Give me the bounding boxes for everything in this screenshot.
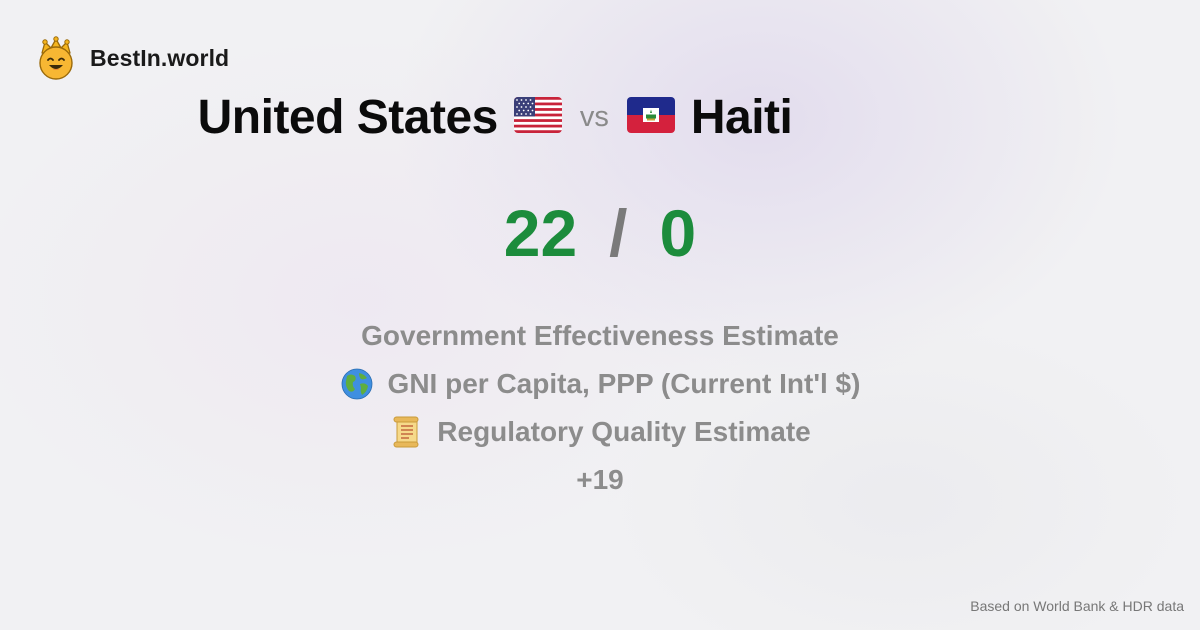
score-b: 0 xyxy=(659,196,697,270)
score-separator: / xyxy=(609,196,628,270)
metrics-list: Government Effectiveness Estimate GNI pe… xyxy=(0,312,1200,504)
scroll-icon xyxy=(389,415,423,449)
country-a-name[interactable]: United States xyxy=(197,90,499,144)
brand[interactable]: BestIn.world xyxy=(38,36,229,80)
metric-label: Government Effectiveness Estimate xyxy=(361,320,839,351)
country-b-name[interactable]: Haiti xyxy=(690,90,793,144)
footer-source-note: Based on World Bank & HDR data xyxy=(970,598,1184,614)
more-metrics-label: +19 xyxy=(576,464,624,495)
score: 22 / 0 xyxy=(0,196,1200,270)
vs-label: vs xyxy=(579,100,609,133)
more-metrics-count: +19 xyxy=(0,456,1200,504)
metric-item: Regulatory Quality Estimate xyxy=(0,408,1200,456)
metric-item: Government Effectiveness Estimate xyxy=(0,312,1200,360)
haiti-flag-icon xyxy=(626,96,675,138)
globe-icon xyxy=(340,367,374,401)
crowned-smiley-icon xyxy=(38,36,74,80)
metric-label: Regulatory Quality Estimate xyxy=(437,416,811,447)
brand-name: BestIn.world xyxy=(90,44,230,71)
score-a: 22 xyxy=(503,196,578,270)
matchup-heading: United States xyxy=(0,84,990,150)
metric-item: GNI per Capita, PPP (Current Int'l $) xyxy=(0,360,1200,408)
metric-label: GNI per Capita, PPP (Current Int'l $) xyxy=(387,368,861,399)
us-flag-icon xyxy=(513,96,562,138)
